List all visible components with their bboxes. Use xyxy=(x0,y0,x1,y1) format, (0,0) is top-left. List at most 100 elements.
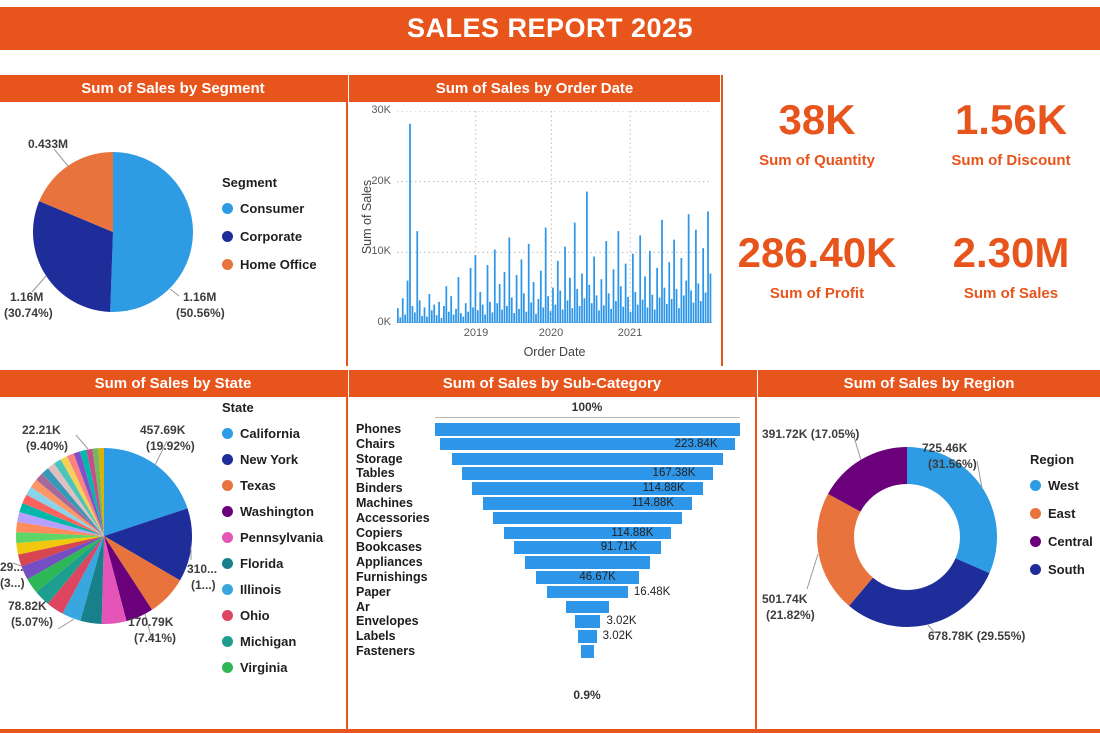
sales-bar[interactable] xyxy=(656,267,659,323)
state-slice-other[interactable] xyxy=(79,449,104,536)
sales-bar[interactable] xyxy=(644,276,646,323)
sales-bar[interactable] xyxy=(619,286,622,323)
sales-bar[interactable] xyxy=(554,304,557,323)
segment-slice-corporate[interactable] xyxy=(33,201,113,312)
sales-bar[interactable] xyxy=(413,312,416,323)
state-slice-other[interactable] xyxy=(21,536,104,580)
sales-bar[interactable] xyxy=(416,231,419,323)
legend-item-consumer[interactable]: Consumer xyxy=(222,201,317,216)
state-slice-illinois[interactable] xyxy=(62,536,104,621)
sales-bar[interactable] xyxy=(658,297,661,323)
region-donut-chart[interactable] xyxy=(758,397,1100,731)
sales-bar[interactable] xyxy=(697,283,700,323)
state-slice-other[interactable] xyxy=(18,536,104,567)
sales-bar[interactable] xyxy=(632,253,634,323)
legend-item-texas[interactable]: Texas xyxy=(222,478,323,493)
state-slice-michigan[interactable] xyxy=(36,536,105,604)
sales-bar[interactable] xyxy=(695,229,697,323)
sales-bar[interactable] xyxy=(627,296,629,323)
state-slice-other[interactable] xyxy=(16,521,105,536)
sales-bar[interactable] xyxy=(675,289,678,323)
sales-bar[interactable] xyxy=(607,293,610,323)
state-slice-florida[interactable] xyxy=(80,536,104,624)
sales-bar[interactable] xyxy=(605,241,608,323)
sales-bar[interactable] xyxy=(467,311,470,323)
legend-item-ohio[interactable]: Ohio xyxy=(222,608,323,623)
sales-bar[interactable] xyxy=(610,308,612,323)
sales-bar[interactable] xyxy=(411,306,414,323)
sales-bar[interactable] xyxy=(450,296,453,323)
funnel-bar-storage[interactable] xyxy=(451,452,724,466)
sales-bar[interactable] xyxy=(506,306,508,323)
sales-bar[interactable] xyxy=(665,303,668,323)
sales-bar[interactable] xyxy=(641,299,644,323)
sales-bar[interactable] xyxy=(624,263,627,323)
sales-bar[interactable] xyxy=(602,305,605,323)
segment-slice-consumer[interactable] xyxy=(110,152,194,312)
sales-bar[interactable] xyxy=(561,309,564,323)
sales-bar[interactable] xyxy=(435,315,438,323)
order-date-bar-chart[interactable] xyxy=(397,111,712,323)
segment-pie-chart[interactable] xyxy=(0,102,346,366)
sales-bar[interactable] xyxy=(590,303,593,323)
state-slice-new-york[interactable] xyxy=(104,508,193,581)
sales-bar[interactable] xyxy=(508,237,511,323)
state-slice-other[interactable] xyxy=(47,463,104,536)
sales-bar[interactable] xyxy=(493,249,496,323)
legend-item-virginia[interactable]: Virginia xyxy=(222,660,323,675)
sales-bar[interactable] xyxy=(457,277,460,323)
sales-bar[interactable] xyxy=(447,311,450,323)
state-slice-other[interactable] xyxy=(16,532,104,544)
sales-bar[interactable] xyxy=(496,303,499,323)
state-slice-other[interactable] xyxy=(19,503,105,536)
sales-bar[interactable] xyxy=(682,295,685,323)
legend-item-california[interactable]: California xyxy=(222,426,323,441)
sales-bar[interactable] xyxy=(564,246,566,323)
state-slice-other[interactable] xyxy=(26,486,104,536)
state-slice-other[interactable] xyxy=(54,459,104,536)
legend-item-illinois[interactable]: Illinois xyxy=(222,582,323,597)
sales-bar[interactable] xyxy=(544,227,547,323)
sales-bar[interactable] xyxy=(593,256,596,323)
state-slice-ohio[interactable] xyxy=(47,536,104,614)
sales-bar[interactable] xyxy=(651,294,654,323)
sales-bar[interactable] xyxy=(629,311,632,323)
legend-item-east[interactable]: East xyxy=(1030,506,1093,521)
funnel-bar-bookcases[interactable] xyxy=(514,541,661,554)
sales-bar[interactable] xyxy=(445,286,448,323)
sales-bar[interactable] xyxy=(699,301,702,323)
sales-bar[interactable] xyxy=(673,239,675,323)
sales-bar[interactable] xyxy=(615,301,617,323)
sales-bar[interactable] xyxy=(481,304,484,323)
state-slice-other[interactable] xyxy=(41,468,104,536)
sales-bar[interactable] xyxy=(566,300,569,323)
sales-bar[interactable] xyxy=(661,219,663,323)
sales-bar[interactable] xyxy=(598,310,600,323)
sales-bar[interactable] xyxy=(486,265,489,323)
sales-bar[interactable] xyxy=(556,260,559,323)
sales-bar[interactable] xyxy=(409,123,411,323)
sales-bar[interactable] xyxy=(537,298,540,323)
sales-bar[interactable] xyxy=(472,307,474,323)
state-slice-other[interactable] xyxy=(36,473,104,536)
state-slice-other[interactable] xyxy=(67,453,104,536)
sales-bar[interactable] xyxy=(653,309,656,323)
funnel-bar-labels[interactable] xyxy=(578,630,597,643)
state-slice-texas[interactable] xyxy=(104,536,181,610)
sales-bar[interactable] xyxy=(426,316,428,323)
funnel-bar-furnishings[interactable] xyxy=(535,570,640,584)
sales-bar[interactable] xyxy=(687,214,690,323)
sales-bar[interactable] xyxy=(406,280,409,323)
sales-bar[interactable] xyxy=(527,243,530,323)
sales-bar[interactable] xyxy=(709,273,712,323)
sales-bar[interactable] xyxy=(636,304,639,323)
sales-bar[interactable] xyxy=(573,222,576,323)
sales-bar[interactable] xyxy=(670,298,673,323)
legend-item-florida[interactable]: Florida xyxy=(222,556,323,571)
sales-bar[interactable] xyxy=(515,274,518,323)
funnel-bar-machines[interactable] xyxy=(483,496,692,510)
sales-bar[interactable] xyxy=(518,308,520,323)
sales-bar[interactable] xyxy=(469,267,472,323)
state-slice-pennsylvania[interactable] xyxy=(101,536,127,625)
sales-bar[interactable] xyxy=(462,316,465,323)
